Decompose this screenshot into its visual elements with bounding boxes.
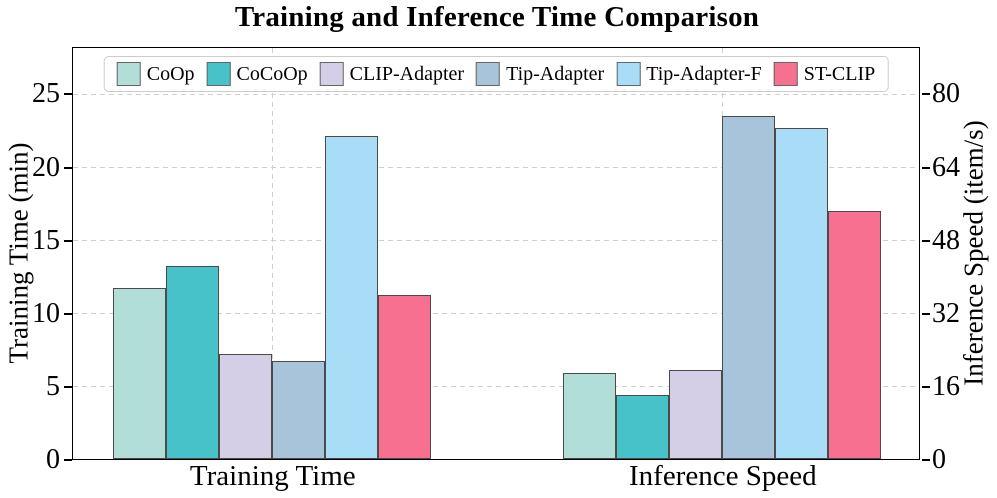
right-axis-tick-label: 80 [932,78,960,110]
plot-area: CoOp CoCoOp CLIP-Adapter Tip-Adapter Tip-Ada… [72,47,920,460]
right-axis-tick-mark [921,239,930,242]
right-axis-tick-label: 48 [932,224,960,256]
bar-tip-adapter-f-inference-speed [775,127,828,459]
horizontal-gridline [73,93,919,96]
bar-tip-adapter-training-time [272,361,325,459]
bar-st-clip-training-time [378,295,431,459]
right-axis-tick-label: 16 [932,370,960,402]
left-axis-tick-label: 5 [46,370,60,402]
horizontal-gridline [73,166,919,169]
legend-item-cocoop: CoCoOp [206,62,308,86]
right-axis-tick-label: 0 [932,443,946,475]
bar-tip-adapter-inference-speed [722,115,775,459]
left-axis-tick-mark [64,458,72,461]
legend-item-coop: CoOp [116,62,195,86]
left-axis-tick-label: 20 [32,151,60,183]
chart-title: Training and Inference Time Comparison [234,1,760,33]
right-axis-tick-label: 64 [932,151,960,183]
horizontal-gridline [73,312,919,315]
legend-label: CLIP-Adapter [349,62,465,85]
left-axis-tick-mark [64,166,72,169]
right-axis-tick-mark [921,312,930,315]
left-axis-tick-label: 15 [32,224,60,256]
bar-clip-adapter-training-time [219,353,272,459]
right-axis-tick-mark [921,385,930,388]
right-axis-tick-mark [921,93,930,96]
right-axis-tick-mark [921,458,930,461]
legend-item-st-clip: ST-CLIP [773,62,876,86]
legend-swatch-icon [616,62,641,86]
x-axis-category-label: Training Time [189,460,356,492]
bar-coop-training-time [113,288,166,459]
left-axis-tick-label: 10 [32,297,60,329]
x-axis-category-label: Inference Speed [629,460,817,492]
legend-label: CoCoOp [236,62,308,85]
right-axis-tick-mark [921,166,930,169]
left-axis-tick-mark [64,239,72,242]
bar-st-clip-inference-speed [828,210,881,459]
left-axis-tick-mark [64,385,72,388]
legend: CoOp CoCoOp CLIP-Adapter Tip-Adapter Tip-Ada… [103,56,889,92]
legend-label: Tip-Adapter-F [646,62,762,85]
left-axis-tick-label: 0 [46,443,60,475]
left-axis-tick-mark [64,312,72,315]
bar-clip-adapter-inference-speed [669,370,722,459]
left-axis-tick-label: 25 [32,78,60,110]
legend-label: CoOp [146,62,195,85]
legend-item-tip-adapter-f: Tip-Adapter-F [616,62,762,86]
right-axis-tick-label: 32 [932,297,960,329]
legend-swatch-icon [206,62,231,86]
horizontal-gridline [73,239,919,242]
legend-swatch-icon [116,62,141,86]
legend-label: ST-CLIP [803,62,876,85]
left-axis-tick-mark [64,93,72,96]
legend-swatch-icon [319,62,344,86]
legend-swatch-icon [773,62,798,86]
legend-label: Tip-Adapter [506,62,605,85]
bar-cocoop-inference-speed [616,394,669,459]
legend-item-clip-adapter: CLIP-Adapter [319,62,465,86]
vertical-gridline [272,48,274,459]
bar-coop-inference-speed [563,372,616,459]
bar-cocoop-training-time [166,266,219,459]
horizontal-gridline [73,385,919,388]
legend-swatch-icon [476,62,501,86]
legend-item-tip-adapter: Tip-Adapter [476,62,604,86]
bar-tip-adapter-f-training-time [325,136,378,459]
